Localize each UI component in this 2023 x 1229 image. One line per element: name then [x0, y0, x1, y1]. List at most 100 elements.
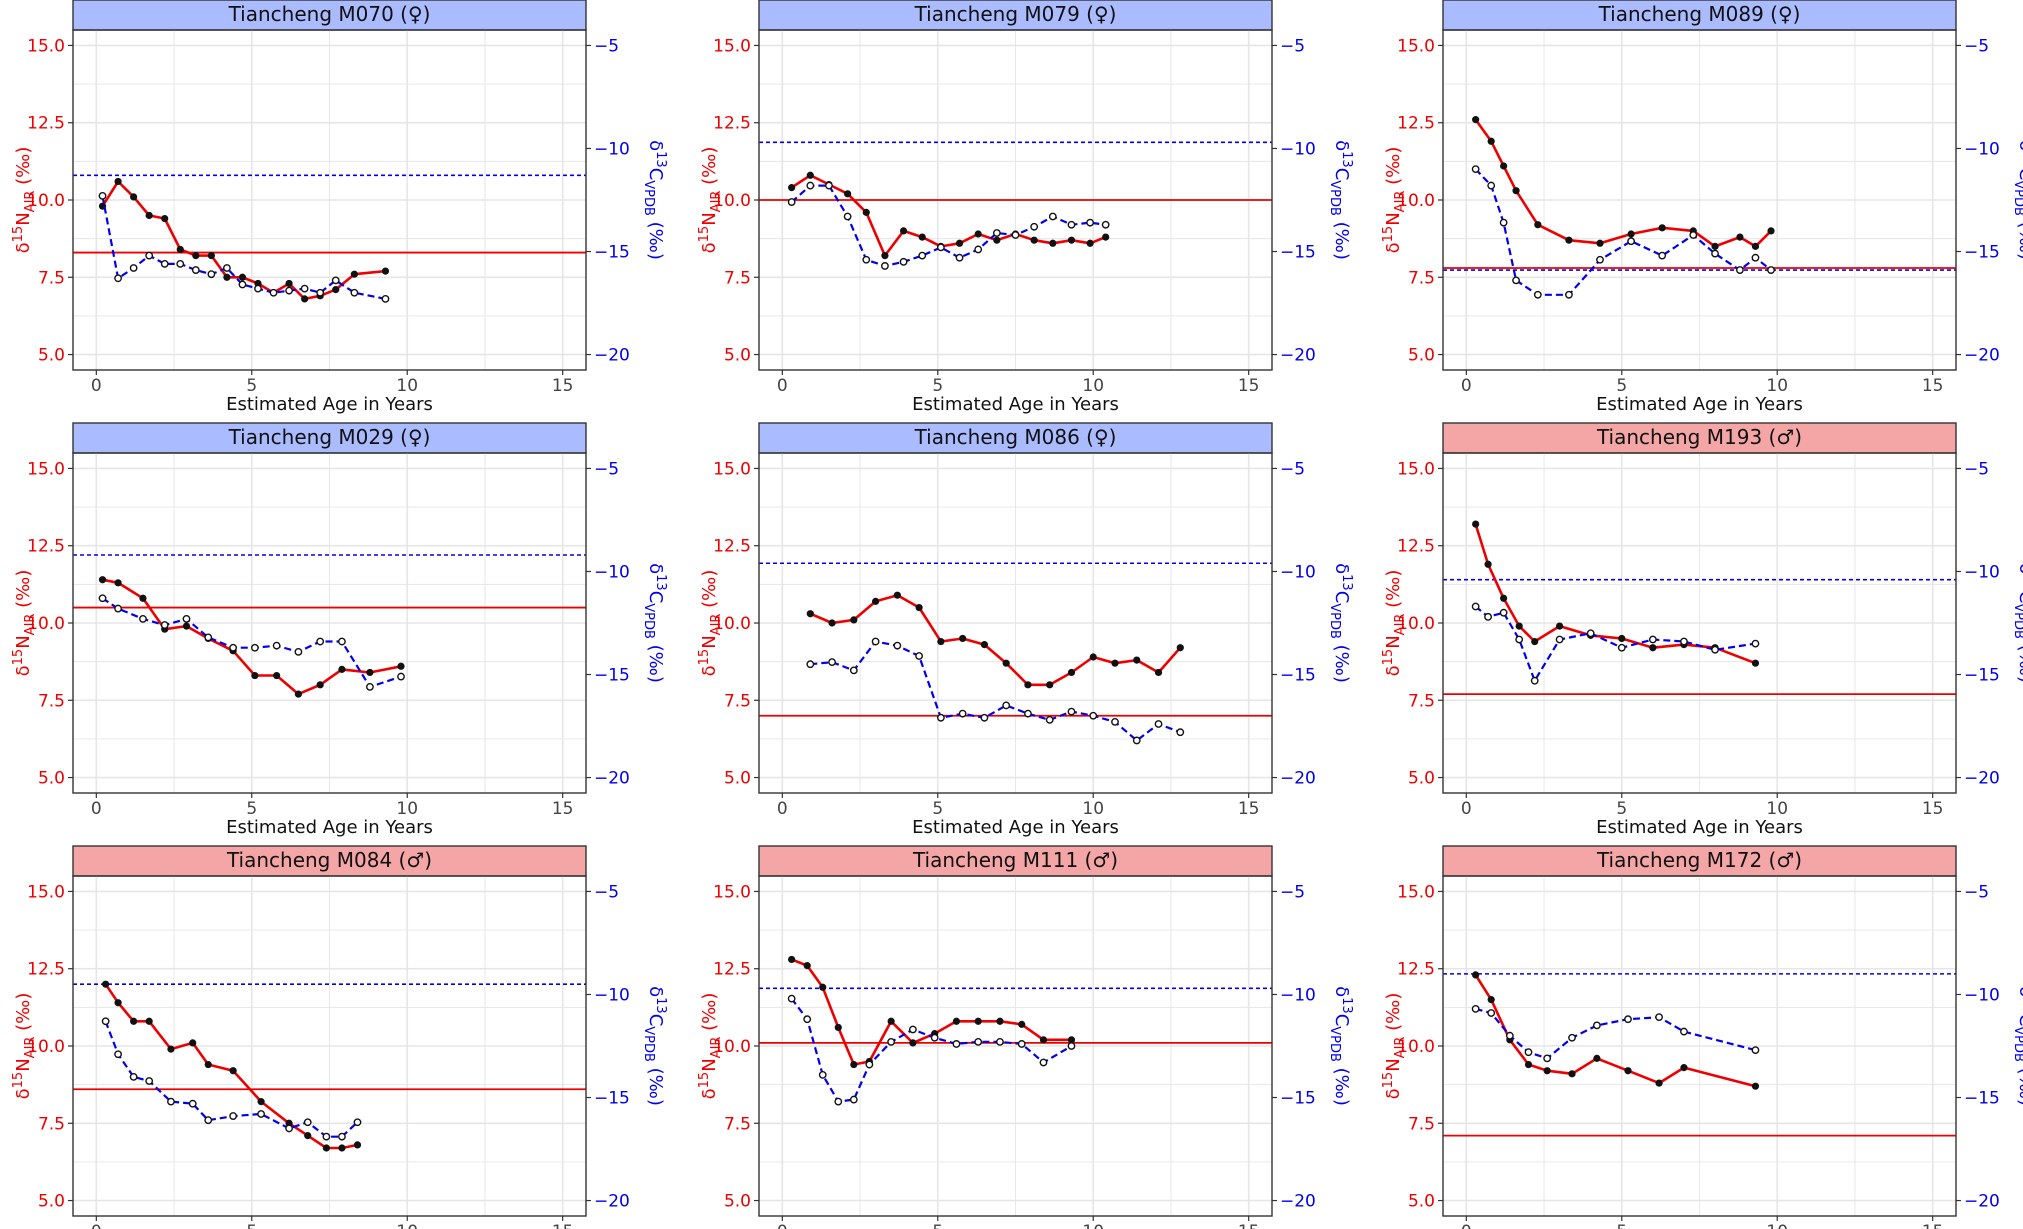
y-left-tick-label: 5.0	[38, 346, 65, 366]
carbon-point	[1471, 602, 1480, 611]
nitrogen-point	[1102, 233, 1110, 241]
carbon-point	[1030, 222, 1039, 231]
carbon-point	[1011, 231, 1020, 239]
x-tick-label: 15	[1922, 1222, 1944, 1229]
facet-title: Tiancheng M089 (♀)	[1598, 2, 1801, 26]
y-right-tick-label: −5	[1964, 459, 1989, 479]
carbon-point	[1658, 251, 1667, 260]
carbon-point	[1515, 635, 1524, 644]
y-axis-right: −20 −15 −10 −5	[586, 882, 630, 1212]
x-axis: 0 5 10 15	[777, 370, 1260, 396]
nitrogen-point	[1002, 659, 1010, 667]
y-axis-right-title: δ13CVPDB (‰)	[1327, 140, 1354, 260]
carbon-line	[104, 1020, 359, 1138]
nitrogen-point	[192, 252, 200, 260]
y-left-tick-label: 7.5	[1408, 691, 1435, 711]
carbon-label-delta: δ	[645, 563, 666, 574]
carbon-point	[1017, 1040, 1026, 1048]
facet-title: Tiancheng M029 (♀)	[228, 425, 431, 449]
carbon-label-element: C	[2015, 1014, 2023, 1027]
carbon-label-subscript: VPDB	[1327, 1026, 1342, 1062]
y-axis-right: −20 −15 −10 −5	[1956, 36, 2000, 366]
carbon-series	[101, 1017, 362, 1141]
y-axis-right-title: δ13CVPDB (‰)	[1327, 563, 1354, 683]
y-right-tick-label: −10	[594, 985, 630, 1005]
nitrogen-point	[114, 999, 122, 1007]
carbon-label-subscript: VPDB	[641, 1026, 656, 1062]
y-axis-right-title: δ13CVPDB (‰)	[2011, 140, 2023, 260]
nitrogen-point	[1133, 656, 1141, 664]
nitrogen-point	[1751, 659, 1760, 667]
nitrogen-point	[1680, 1064, 1688, 1072]
carbon-point	[1067, 1042, 1076, 1050]
y-axis-right: −20 −15 −10 −5	[1956, 882, 2000, 1212]
y-left-tick-label: 7.5	[1408, 268, 1435, 288]
carbon-point	[1499, 608, 1508, 617]
carbon-label-superscript: 13	[1339, 997, 1354, 1014]
gridlines	[73, 453, 586, 793]
carbon-point	[1048, 212, 1057, 221]
y-left-tick-label: 10.0	[1397, 1037, 1435, 1057]
carbon-point	[1487, 1009, 1496, 1017]
nitrogen-point	[955, 239, 964, 247]
facet-strip	[1442, 845, 1957, 877]
nitrogen-point	[145, 1017, 153, 1025]
carbon-point	[996, 1037, 1004, 1046]
carbon-point	[222, 264, 231, 272]
carbon-label-subscript: VPDB	[2011, 180, 2023, 216]
carbon-point	[1132, 736, 1141, 745]
nitrogen-label-subscript: AIR	[709, 191, 724, 213]
y-right-tick-label: −15	[594, 666, 630, 686]
nitrogen-point	[189, 1039, 197, 1047]
carbon-label-unit: (‰)	[1331, 216, 1352, 260]
y-left-tick-label: 12.5	[1397, 114, 1435, 134]
carbon-point	[129, 264, 138, 272]
x-tick-label: 15	[552, 799, 574, 819]
y-right-tick-label: −5	[594, 459, 619, 479]
carbon-label-element: C	[2015, 168, 2023, 181]
carbon-line	[1474, 168, 1772, 296]
y-left-tick-label: 15.0	[27, 36, 65, 56]
y-left-tick-label: 5.0	[1408, 346, 1435, 366]
y-right-tick-label: −10	[1964, 985, 2000, 1005]
carbon-point	[881, 262, 889, 270]
facet-title: Tiancheng M193 (♂)	[1596, 425, 1802, 449]
carbon-point	[1543, 1054, 1552, 1063]
nitrogen-point	[167, 1045, 175, 1053]
nitrogen-point	[182, 622, 191, 630]
gridlines	[1443, 876, 1956, 1216]
carbon-point	[129, 1073, 138, 1081]
nitrogen-point	[301, 295, 309, 303]
nitrogen-point	[844, 190, 852, 198]
carbon-point	[353, 1118, 362, 1127]
y-left-tick-label: 12.5	[1397, 537, 1435, 557]
nitrogen-point	[161, 214, 169, 223]
nitrogen-point	[1658, 224, 1666, 232]
y-axis-right: −20 −15 −10 −5	[586, 36, 630, 366]
carbon-point	[285, 286, 293, 295]
carbon-point	[899, 257, 908, 266]
carbon-point	[98, 594, 107, 603]
nitrogen-label-element: N	[699, 212, 720, 225]
carbon-point	[338, 637, 346, 646]
y-left-tick-label: 15.0	[713, 36, 751, 56]
carbon-label-unit: (‰)	[2015, 639, 2023, 683]
nitrogen-point	[1154, 668, 1163, 677]
y-right-tick-label: −10	[1280, 139, 1316, 159]
panel-5: Tiancheng M086 (♀) 0 5 10 15 Estimated Age in…	[697, 422, 1354, 838]
nitrogen-point	[893, 591, 901, 599]
nitrogen-point	[316, 681, 324, 689]
carbon-point	[828, 658, 836, 667]
nitrogen-point	[397, 662, 405, 670]
y-axis-left: 5.0 7.5 10.0 12.5 15.0	[1397, 882, 1443, 1212]
nitrogen-point	[1089, 653, 1097, 661]
nitrogen-point	[909, 1039, 917, 1047]
carbon-point	[1067, 220, 1076, 229]
x-axis: 0 5 10 15	[777, 1216, 1260, 1229]
carbon-label-element: C	[1331, 591, 1352, 604]
nitrogen-point	[887, 1017, 895, 1025]
nitrogen-point	[806, 171, 814, 179]
nitrogen-label-element: N	[1383, 212, 1404, 225]
carbon-point	[114, 1050, 122, 1059]
